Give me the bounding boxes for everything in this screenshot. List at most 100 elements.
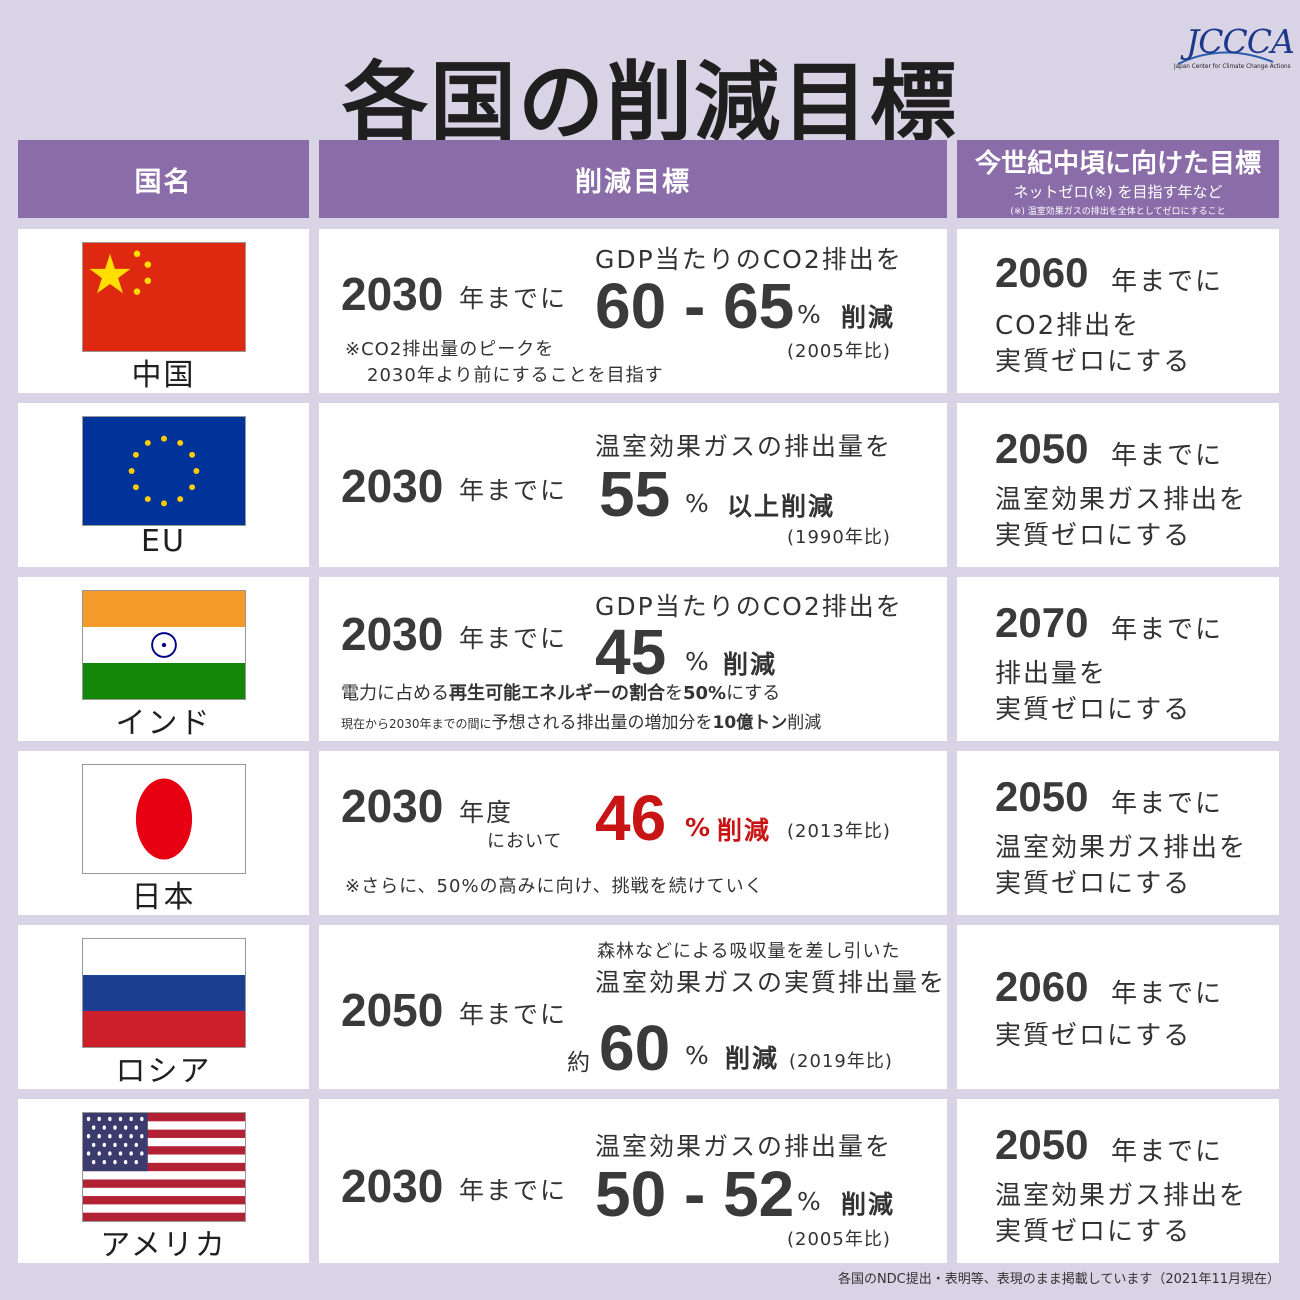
target-year-suffix: 年度 [459, 798, 514, 827]
target-action: 削減 [717, 816, 772, 845]
target-value: 50 - 52 [595, 1158, 795, 1230]
target-base-year: (2013年比) [787, 821, 891, 842]
target-note-1: ※さらに、50%の高みに向け、挑戦を続けていく [345, 876, 764, 897]
target-action: 削減 [841, 303, 896, 332]
target-note-1: 電力に占める再生可能エネルギーの割合を50%にする [341, 683, 781, 704]
target-year: 2030 [341, 460, 444, 512]
target-action: 以上削減 [727, 492, 836, 521]
goal-line-1: CO2排出を [995, 311, 1141, 341]
header-target: 削減目標 [319, 140, 947, 218]
country-cell-eu: EU [18, 403, 309, 567]
target-base-year: (1990年比) [787, 527, 891, 548]
country-name: インド [115, 706, 212, 741]
target-value: 55 [599, 458, 671, 530]
goal-line-1: 温室効果ガス排出を [995, 485, 1248, 515]
goal-cell-usa: 2050 年までに 温室効果ガス排出を 実質ゼロにする [957, 1099, 1279, 1263]
target-note-1: ※CO2排出量のピークを [345, 339, 555, 360]
goal-line-1: 排出量を [995, 659, 1108, 689]
country-cell-china: 中国 [18, 229, 309, 393]
country-name: アメリカ [100, 1228, 227, 1263]
target-cell-india: 2030 年までに GDP当たりのCO2排出を 45 % 削減 電力に占める再生… [319, 577, 947, 741]
header-country: 国名 [18, 140, 309, 218]
goal-year-suffix: 年までに [1111, 1137, 1224, 1167]
target-year: 2050 [341, 984, 444, 1036]
target-cell-usa: 2030 年までに 温室効果ガスの排出量を 50 - 52 % 削減 (2005… [319, 1099, 947, 1263]
goal-line-2: 実質ゼロにする [995, 869, 1192, 899]
country-name: ロシア [115, 1054, 212, 1089]
target-unit: % [685, 813, 713, 842]
goal-line-2: 実質ゼロにする [995, 521, 1192, 551]
target-year-suffix: 年までに [459, 284, 568, 313]
target-year-suffix: 年までに [459, 1000, 568, 1029]
logo-arc [1177, 51, 1274, 65]
header-mid-century-sub: ネットゼロ(※) を目指す年など [1013, 183, 1223, 201]
country-cell-japan: 日本 [18, 751, 309, 915]
goal-year-suffix: 年までに [1111, 789, 1224, 819]
target-base-year: (2005年比) [787, 1229, 891, 1250]
goal-year: 2050 [995, 425, 1089, 472]
target-base-year: (2019年比) [789, 1051, 893, 1072]
target-unit: % [685, 1041, 711, 1070]
header-mid-century: 今世紀中頃に向けた目標 ネットゼロ(※) を目指す年など (※) 温室効果ガスの… [957, 140, 1279, 218]
goal-line-2: 実質ゼロにする [995, 347, 1192, 377]
goal-year: 2070 [995, 599, 1089, 646]
country-name: EU [141, 524, 186, 559]
footer-note: 各国のNDC提出・表明等、表現のまま掲載しています（2021年11月現在） [837, 1272, 1280, 1287]
target-value: 45 [595, 616, 667, 688]
eu-flag-icon [82, 416, 246, 526]
goal-year-suffix: 年までに [1111, 441, 1224, 471]
target-pre: 温室効果ガスの排出量を [595, 432, 893, 461]
country-cell-usa: アメリカ [18, 1099, 309, 1263]
goal-cell-china: 2060 年までに CO2排出を 実質ゼロにする [957, 229, 1279, 393]
target-action: 削減 [723, 650, 778, 679]
target-pre: 温室効果ガスの実質排出量を [595, 968, 947, 997]
target-year: 2030 [341, 608, 444, 660]
goal-line-2: 実質ゼロにする [995, 695, 1192, 725]
goal-cell-india: 2070 年までに 排出量を 実質ゼロにする [957, 577, 1279, 741]
goal-year-suffix: 年までに [1111, 979, 1224, 1009]
japan-flag-icon [82, 764, 246, 874]
target-value: 46 [595, 782, 667, 854]
target-year-suffix: 年までに [459, 476, 568, 505]
jccca-logo: JCCCA Japan Center for Climate Change Ac… [1168, 22, 1295, 74]
target-unit: % [797, 300, 823, 329]
target-pre: 温室効果ガスの排出量を [595, 1132, 893, 1161]
goal-year: 2050 [995, 773, 1089, 820]
page-title: 各国の削減目標 [342, 53, 958, 153]
target-cell-russia: 2050 年までに 森林などによる吸収量を差し引いた 温室効果ガスの実質排出量を… [319, 925, 947, 1089]
target-value: 60 [599, 1012, 671, 1084]
target-base-year: (2005年比) [787, 341, 891, 362]
target-year-suffix: 年までに [459, 624, 568, 653]
target-pre: GDP当たりのCO2排出を [595, 592, 903, 621]
goal-line-1: 温室効果ガス排出を [995, 833, 1248, 863]
target-note-2: 現在から2030年までの間に予想される排出量の増加分を10億トン削減 [341, 713, 822, 733]
target-year: 2030 [341, 268, 444, 320]
goal-year-suffix: 年までに [1111, 615, 1224, 645]
goal-cell-eu: 2050 年までに 温室効果ガス排出を 実質ゼロにする [957, 403, 1279, 567]
target-unit: % [685, 489, 711, 518]
target-cell-china: 2030 年までに GDP当たりのCO2排出を 60 - 65 % 削減 (20… [319, 229, 947, 393]
target-pre-small: 森林などによる吸収量を差し引いた [597, 941, 901, 962]
goal-line-1: 温室効果ガス排出を [995, 1181, 1248, 1211]
target-approx: 約 [567, 1050, 591, 1076]
country-cell-india: インド [18, 577, 309, 741]
goal-cell-japan: 2050 年までに 温室効果ガス排出を 実質ゼロにする [957, 751, 1279, 915]
target-cell-eu: 2030 年までに 温室効果ガスの排出量を 55 % 以上削減 (1990年比) [319, 403, 947, 567]
target-unit: % [797, 1187, 823, 1216]
russia-flag-icon [82, 938, 246, 1048]
target-year: 2030 [341, 1160, 444, 1212]
goal-year-suffix: 年までに [1111, 267, 1224, 297]
usa-flag-icon [82, 1112, 246, 1222]
goal-line-2: 実質ゼロにする [995, 1217, 1192, 1247]
country-cell-russia: ロシア [18, 925, 309, 1089]
target-unit: % [685, 647, 711, 676]
logo-main-text: JCCCA [1186, 22, 1295, 61]
goal-year: 2060 [995, 963, 1089, 1010]
india-flag-icon [82, 590, 246, 700]
china-flag-icon [82, 242, 246, 352]
header-mid-century-note: (※) 温室効果ガスの排出を全体としてゼロにすること [1010, 207, 1226, 217]
target-year: 2030 [341, 780, 444, 832]
target-pre: GDP当たりのCO2排出を [595, 245, 903, 274]
target-year-suffix-2: において [487, 831, 563, 852]
goal-line-1: 実質ゼロにする [995, 1021, 1192, 1051]
